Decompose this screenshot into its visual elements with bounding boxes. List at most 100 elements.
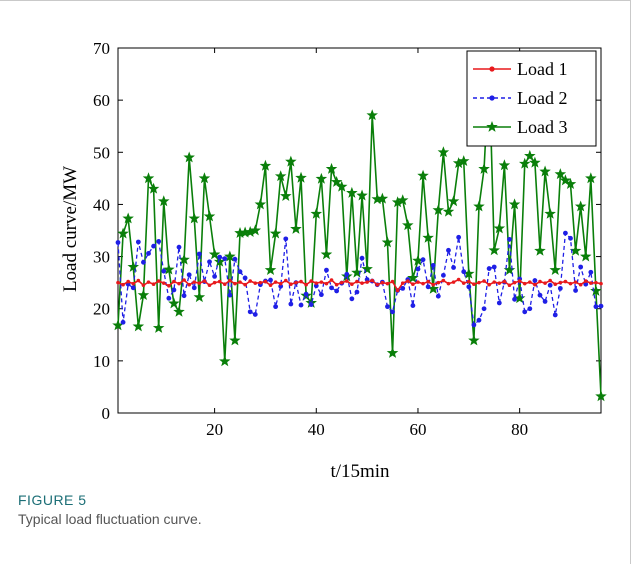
data-point xyxy=(537,292,543,298)
data-point xyxy=(355,279,359,284)
data-point xyxy=(254,198,267,210)
data-point xyxy=(517,279,522,283)
data-point xyxy=(121,282,125,287)
data-point xyxy=(232,256,238,262)
data-point xyxy=(310,207,323,219)
data-point xyxy=(222,282,227,287)
data-point xyxy=(432,204,445,216)
data-point xyxy=(313,283,319,289)
data-point xyxy=(247,309,253,315)
data-point xyxy=(198,172,211,184)
data-point xyxy=(212,280,217,285)
y-tick-label: 60 xyxy=(93,91,110,110)
data-point xyxy=(141,259,146,265)
data-point xyxy=(590,284,602,296)
data-point xyxy=(127,260,140,272)
data-point xyxy=(120,319,126,325)
data-point xyxy=(171,287,177,293)
data-point xyxy=(579,250,592,262)
data-point xyxy=(568,281,573,286)
data-point xyxy=(207,259,212,265)
data-point xyxy=(192,280,197,284)
data-point xyxy=(491,264,497,270)
data-point xyxy=(436,280,441,285)
data-point xyxy=(366,109,378,121)
data-point xyxy=(187,282,191,287)
data-point xyxy=(583,279,588,283)
data-point xyxy=(253,281,258,285)
data-point xyxy=(186,272,192,278)
data-point xyxy=(295,171,307,183)
data-point xyxy=(542,299,548,304)
data-point xyxy=(461,269,467,275)
data-point xyxy=(498,159,511,171)
data-point xyxy=(446,281,451,286)
data-point xyxy=(334,288,340,294)
data-point xyxy=(288,301,294,307)
data-point xyxy=(527,306,533,312)
data-point xyxy=(381,236,394,248)
data-point xyxy=(573,288,578,293)
data-point xyxy=(131,281,136,286)
data-point xyxy=(585,172,597,184)
legend-marker xyxy=(486,120,498,132)
data-point xyxy=(172,279,176,284)
data-point xyxy=(356,189,368,201)
data-point xyxy=(146,280,151,284)
data-point xyxy=(557,285,563,291)
data-point xyxy=(298,302,304,308)
data-point xyxy=(285,155,297,167)
data-point xyxy=(488,244,500,256)
data-point xyxy=(346,186,358,198)
data-point xyxy=(217,254,223,260)
data-point xyxy=(539,165,551,177)
data-point xyxy=(416,280,420,284)
data-point xyxy=(219,355,231,367)
x-tick-label: 80 xyxy=(511,420,528,439)
data-point xyxy=(595,390,607,402)
data-point xyxy=(568,235,573,241)
data-point xyxy=(426,279,430,284)
data-point xyxy=(319,280,324,284)
data-point xyxy=(335,180,348,192)
data-point xyxy=(229,334,241,346)
data-point xyxy=(482,279,486,283)
data-point xyxy=(435,293,441,299)
data-point xyxy=(493,222,506,234)
data-point xyxy=(456,234,462,240)
legend-label: Load 3 xyxy=(517,117,567,137)
data-point xyxy=(196,251,202,257)
data-point xyxy=(283,236,289,242)
data-point xyxy=(122,212,134,224)
data-point xyxy=(589,281,593,285)
data-point xyxy=(578,282,583,287)
x-axis-label: t/15min xyxy=(330,461,390,480)
data-point xyxy=(309,279,314,283)
data-point xyxy=(294,280,298,285)
data-point xyxy=(451,265,456,270)
data-point xyxy=(151,243,156,249)
data-point xyxy=(553,282,558,287)
data-point xyxy=(141,283,146,288)
data-point xyxy=(157,195,170,207)
data-point xyxy=(385,304,390,310)
data-point xyxy=(415,266,421,272)
data-point xyxy=(447,195,460,207)
data-point xyxy=(161,268,167,274)
data-point xyxy=(442,205,455,217)
data-point xyxy=(534,244,546,256)
data-point xyxy=(598,303,604,309)
data-point xyxy=(548,278,552,283)
data-point xyxy=(425,284,431,290)
data-point xyxy=(136,278,141,283)
data-point xyxy=(532,278,538,283)
data-point xyxy=(364,277,370,282)
data-point xyxy=(390,279,395,284)
data-point xyxy=(166,295,172,301)
data-point xyxy=(161,281,166,285)
data-point xyxy=(563,279,568,284)
data-point xyxy=(249,224,262,236)
data-point xyxy=(502,279,507,284)
